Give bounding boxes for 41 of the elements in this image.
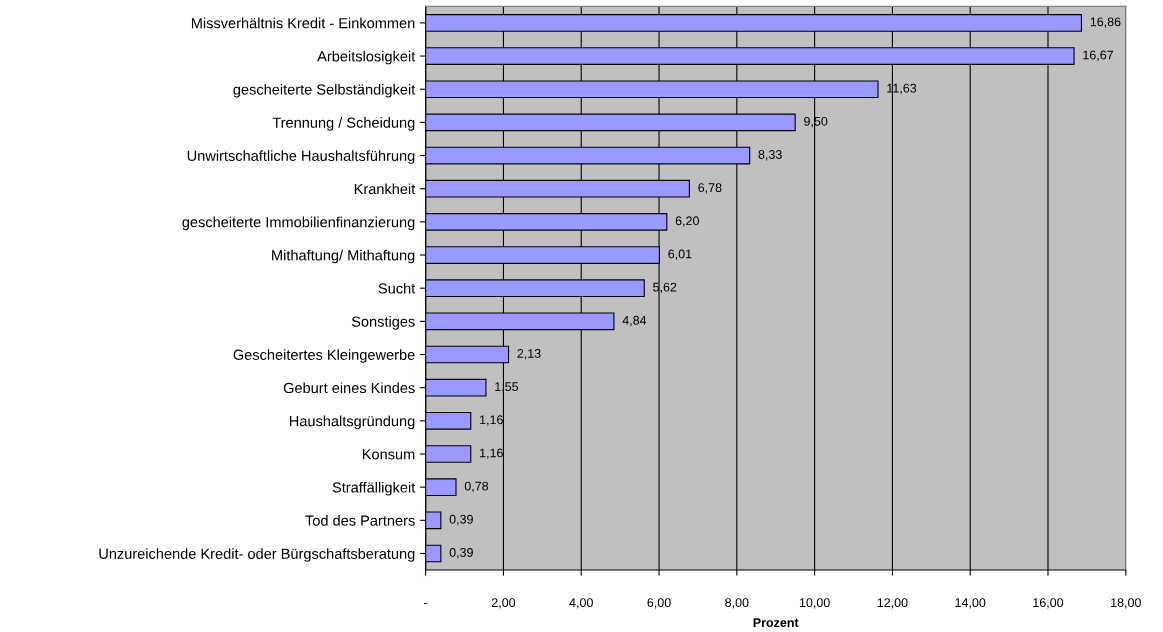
- y-tick-label: Mithaftung/ Mithaftung: [272, 249, 415, 264]
- data-label: 0,39: [449, 514, 473, 526]
- x-tick-label: 8,00: [725, 598, 749, 609]
- x-tick-label: 12,00: [877, 598, 908, 609]
- y-tick-label: Straffälligkeit: [332, 481, 416, 496]
- y-tick-label: Konsum: [362, 449, 415, 460]
- data-label: 8,33: [758, 150, 782, 161]
- x-tick-label: 10,00: [799, 598, 830, 609]
- y-tick-label: Missverhältnis Kredit - Einkommen: [191, 17, 415, 29]
- x-tick-label: 18,00: [1111, 598, 1141, 609]
- x-tick-label: 16,00: [1033, 598, 1064, 609]
- y-tick-label: Tod des Partners: [305, 515, 415, 526]
- y-tick-label: Sonstiges: [351, 316, 415, 330]
- x-tick-label: 2,00: [491, 598, 516, 609]
- x-tick-label: 6,00: [647, 598, 671, 609]
- data-label: 0,39: [449, 547, 473, 559]
- y-tick-label: Trennung / Scheidung: [272, 117, 415, 131]
- y-tick-label: Geburt eines Kindes: [283, 382, 415, 394]
- data-label: 0,78: [464, 481, 489, 492]
- data-label: 6,01: [668, 249, 692, 260]
- data-label: 6,78: [698, 183, 722, 194]
- y-tick-label: gescheiterte Immobilienfinanzierung: [182, 216, 415, 231]
- y-tick-label: Krankheit: [354, 183, 416, 195]
- data-label: 16,67: [1083, 50, 1114, 61]
- y-tick-label: gescheiterte Selbständigkeit: [233, 83, 416, 98]
- x-tick-label: -: [424, 603, 428, 605]
- y-tick-label: Unwirtschaftliche Haushaltsführung: [187, 150, 415, 164]
- y-tick-label: Arbeitslosigkeit: [317, 50, 416, 65]
- data-label: 16,86: [1090, 17, 1121, 28]
- y-tick-label: Sucht: [378, 282, 416, 294]
- data-label: 4,84: [622, 315, 647, 327]
- y-tick-label: Gescheitertes Kleingewerbe: [233, 349, 415, 363]
- x-tick-label: 4,00: [569, 598, 593, 609]
- x-axis-title: Prozent: [753, 618, 799, 628]
- x-tick-label: 14,00: [955, 598, 986, 609]
- data-label: 2,13: [517, 349, 541, 360]
- data-label: 1,16: [480, 415, 503, 426]
- y-tick-label: Unzureichende Kredit- oder Bürgschaftsberatung: [99, 548, 415, 562]
- y-tick-label: Haushaltsgründung: [289, 415, 415, 430]
- data-label: 6,20: [675, 216, 699, 227]
- data-label: 1,16: [480, 448, 503, 459]
